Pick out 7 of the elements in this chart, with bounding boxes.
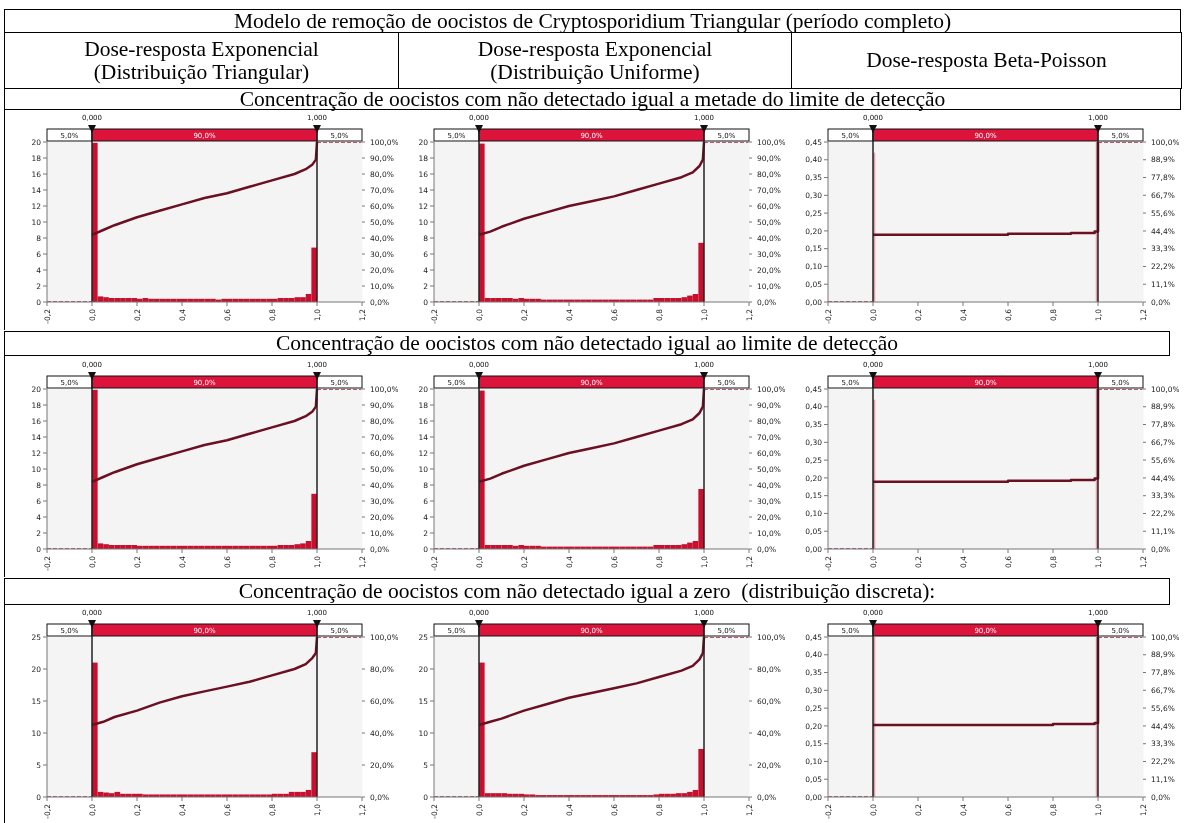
- chart-subtitle: Dose-resposta Exponencial (Distribuição Uniforme): [477, 36, 713, 84]
- text: Concentração de oocistos com não detectado igual a zero (distribuição discreta):: [238, 579, 936, 603]
- text: Modelo de remoção de oocistos de Cryptosporidium Triangular (período completo): [233, 8, 952, 33]
- text: Concentração de oocistos com não detectado igual ao limite de detecção: [275, 331, 899, 355]
- text: Concentração de oocistos com não detectado igual a metade do limite de detecção: [239, 86, 946, 111]
- chart-subtitle: Dose-resposta Exponencial (Distribuição Triangular): [84, 36, 319, 84]
- chart-subtitle: Dose-resposta Beta-Poisson: [866, 48, 1107, 72]
